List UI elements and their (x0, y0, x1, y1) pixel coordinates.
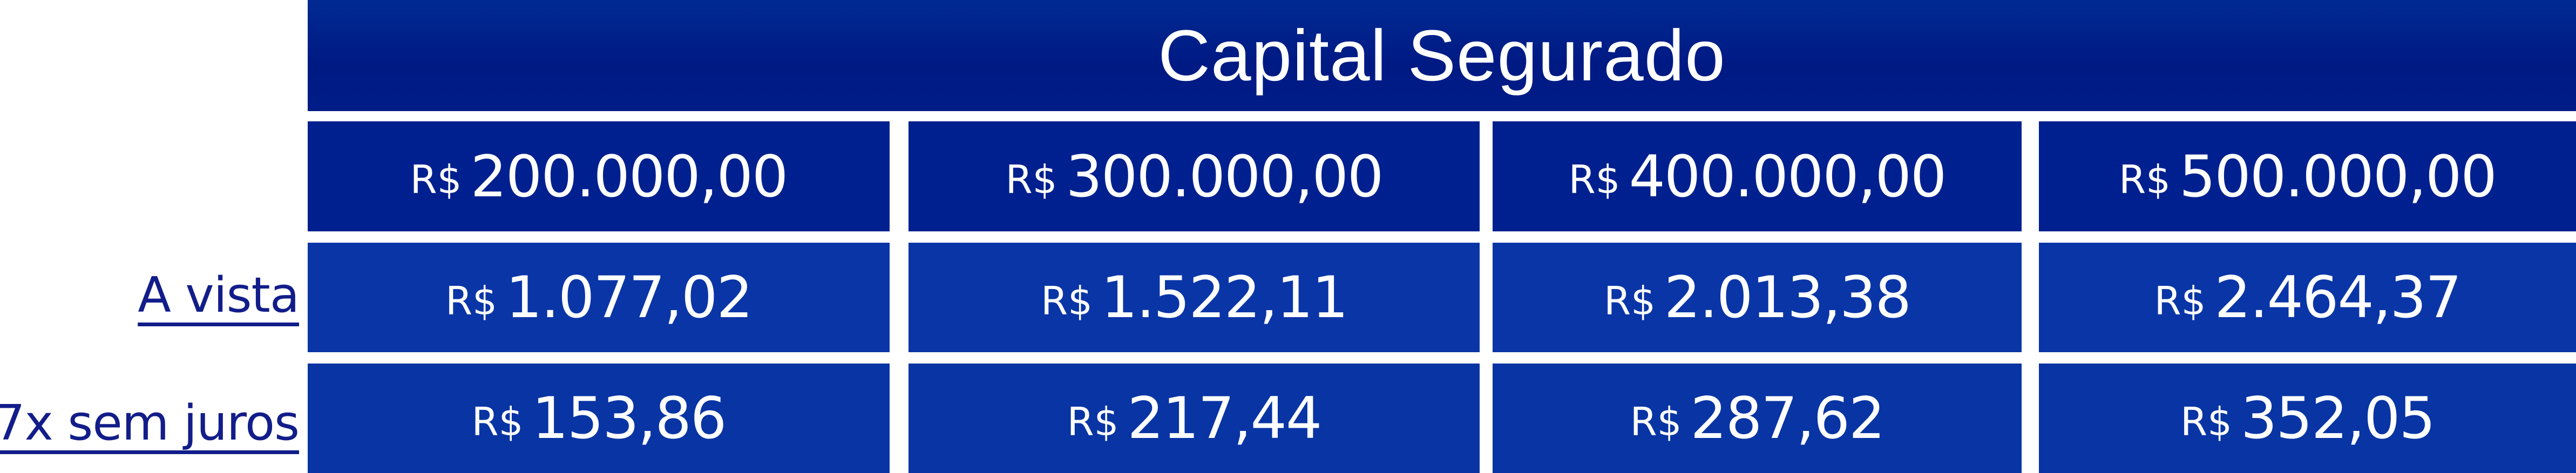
currency-symbol: R$ (2180, 399, 2232, 444)
price-cell: R$ 1.077,02 (308, 243, 890, 352)
currency-symbol: R$ (1041, 278, 1093, 324)
price-cell: R$ 287,62 (1493, 364, 2022, 473)
capital-value: 400.000,00 (1629, 143, 1947, 210)
price-value: 2.464,37 (2214, 264, 2462, 331)
price-value: 2.013,38 (1664, 264, 1911, 331)
price-value: 287,62 (1690, 385, 1885, 451)
currency-symbol: R$ (445, 278, 497, 324)
currency-symbol: R$ (1568, 157, 1621, 202)
row-label-a-vista: A vista (138, 267, 300, 324)
currency-symbol: R$ (2119, 157, 2171, 202)
price-value: 153,86 (532, 385, 727, 451)
price-cell: R$ 2.464,37 (2039, 243, 2576, 352)
currency-symbol: R$ (1630, 399, 1682, 444)
currency-symbol: R$ (410, 157, 462, 202)
capital-cell: R$ 300.000,00 (909, 121, 1480, 231)
price-value: 1.077,02 (505, 264, 753, 331)
price-value: 352,05 (2240, 385, 2436, 451)
capital-cell: R$ 200.000,00 (308, 121, 890, 231)
price-value: 1.522,11 (1101, 264, 1348, 331)
capital-value: 200.000,00 (470, 143, 788, 210)
price-cell: R$ 217,44 (909, 364, 1480, 473)
price-cell: R$ 153,86 (308, 364, 890, 473)
price-value: 217,44 (1127, 385, 1322, 451)
price-cell: R$ 1.522,11 (909, 243, 1480, 352)
currency-symbol: R$ (1005, 157, 1057, 202)
currency-symbol: R$ (471, 399, 524, 444)
row-label-7x-sem-juros: 7x sem juros (0, 395, 300, 451)
capital-cell: R$ 400.000,00 (1493, 121, 2022, 231)
price-cell: R$ 352,05 (2039, 364, 2576, 473)
capital-cell: R$ 500.000,00 (2039, 121, 2576, 231)
currency-symbol: R$ (1067, 399, 1119, 444)
currency-symbol: R$ (1604, 278, 1656, 324)
capital-value: 300.000,00 (1066, 143, 1384, 210)
table-title: Capital Segurado (308, 0, 2576, 111)
price-cell: R$ 2.013,38 (1493, 243, 2022, 352)
currency-symbol: R$ (2154, 278, 2206, 324)
capital-value: 500.000,00 (2179, 143, 2497, 210)
